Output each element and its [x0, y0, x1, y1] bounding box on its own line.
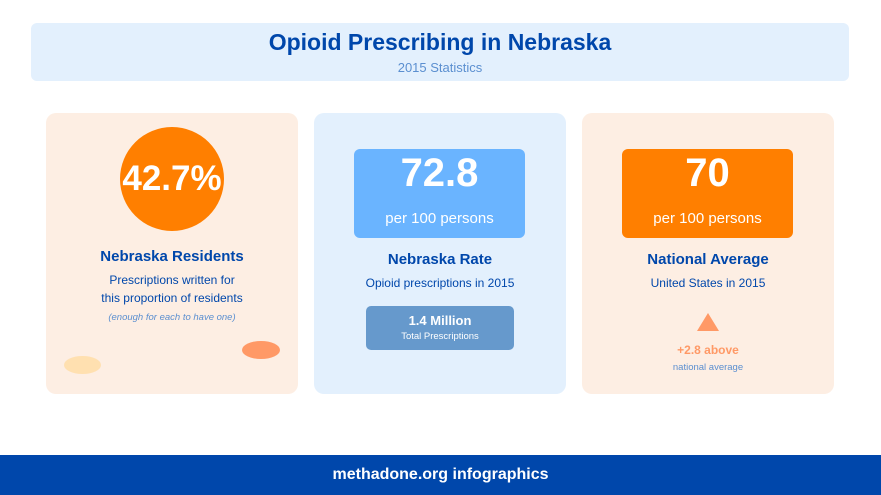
total-box: 1.4 Million Total Prescriptions	[366, 306, 514, 350]
triangle-up-icon	[697, 313, 719, 331]
card-nebraska-rate: 72.8 per 100 persons Nebraska Rate Opioi…	[314, 113, 566, 394]
card-text-line1: Prescriptions written for	[109, 273, 235, 287]
diff-label: national average	[672, 362, 744, 373]
rate-value: 72.8	[400, 151, 479, 195]
rate-box: 72.8 per 100 persons	[354, 149, 525, 238]
national-box: 70 per 100 persons	[622, 149, 793, 238]
header: Opioid Prescribing in Nebraska 2015 Stat…	[31, 23, 849, 81]
card-national-average: 70 per 100 persons National Average Unit…	[582, 113, 834, 394]
card-title: Nebraska Residents	[100, 248, 244, 265]
page-subtitle: 2015 Statistics	[397, 60, 483, 75]
card-title: Nebraska Rate	[387, 251, 493, 268]
card-text: United States in 2015	[650, 276, 766, 290]
rate-unit: per 100 persons	[385, 210, 494, 227]
card-text-line2: this proportion of residents	[101, 291, 243, 305]
card-nebraska-residents: 42.7% Nebraska Residents Prescriptions w…	[46, 113, 298, 394]
decorative-ellipse	[242, 341, 280, 359]
national-unit: per 100 persons	[653, 210, 762, 227]
card-note: (enough for each to have one)	[108, 312, 236, 323]
total-value: 1.4 Million	[408, 313, 472, 328]
total-label: Total Prescriptions	[401, 331, 479, 342]
decorative-ellipse	[64, 356, 101, 374]
percent-circle: 42.7%	[120, 127, 224, 231]
diff-value: +2.8 above	[677, 343, 739, 357]
footer: methadone.org infographics	[0, 455, 881, 495]
card-text: Opioid prescriptions in 2015	[365, 276, 515, 290]
page-title: Opioid Prescribing in Nebraska	[268, 29, 612, 55]
card-title: National Average	[647, 251, 769, 268]
national-value: 70	[685, 151, 730, 195]
